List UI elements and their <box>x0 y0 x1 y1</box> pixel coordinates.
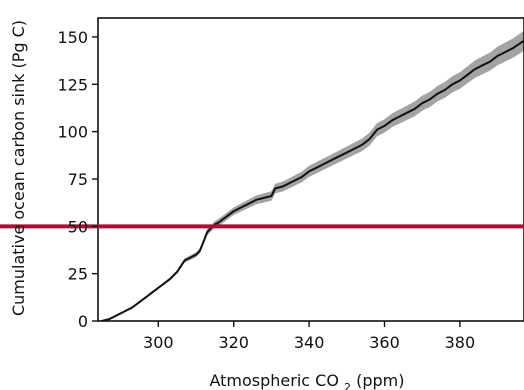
x-tick-label: 360 <box>369 333 400 352</box>
x-tick-label: 300 <box>143 333 174 352</box>
x-tick-label: 340 <box>294 333 325 352</box>
x-axis-label-main: Atmospheric CO <box>209 371 338 390</box>
y-tick-label: 75 <box>68 170 88 189</box>
uncertainty-band <box>101 30 524 321</box>
ticks-layer: 300 320 340 360 380 0 25 50 75 100 125 150 <box>57 28 475 352</box>
x-tick-label: 380 <box>445 333 476 352</box>
series-line <box>100 39 524 321</box>
y-tick-label: 50 <box>68 217 88 236</box>
y-tick-label: 25 <box>68 265 88 284</box>
x-axis-label-unit: (ppm) <box>356 371 404 390</box>
y-tick-label: 150 <box>57 28 88 47</box>
y-tick-label: 125 <box>57 75 88 94</box>
x-axis-label-subscript: 2 <box>344 381 351 390</box>
x-axis-label: Atmospheric CO 2 (ppm) <box>209 371 404 390</box>
y-tick-label: 0 <box>78 312 88 331</box>
plot-layer <box>0 17 524 322</box>
y-tick-label: 100 <box>57 123 88 142</box>
y-axis-label: Cumulative ocean carbon sink (Pg C) <box>9 20 28 316</box>
x-tick-label: 320 <box>218 333 249 352</box>
plot-frame <box>97 17 524 322</box>
